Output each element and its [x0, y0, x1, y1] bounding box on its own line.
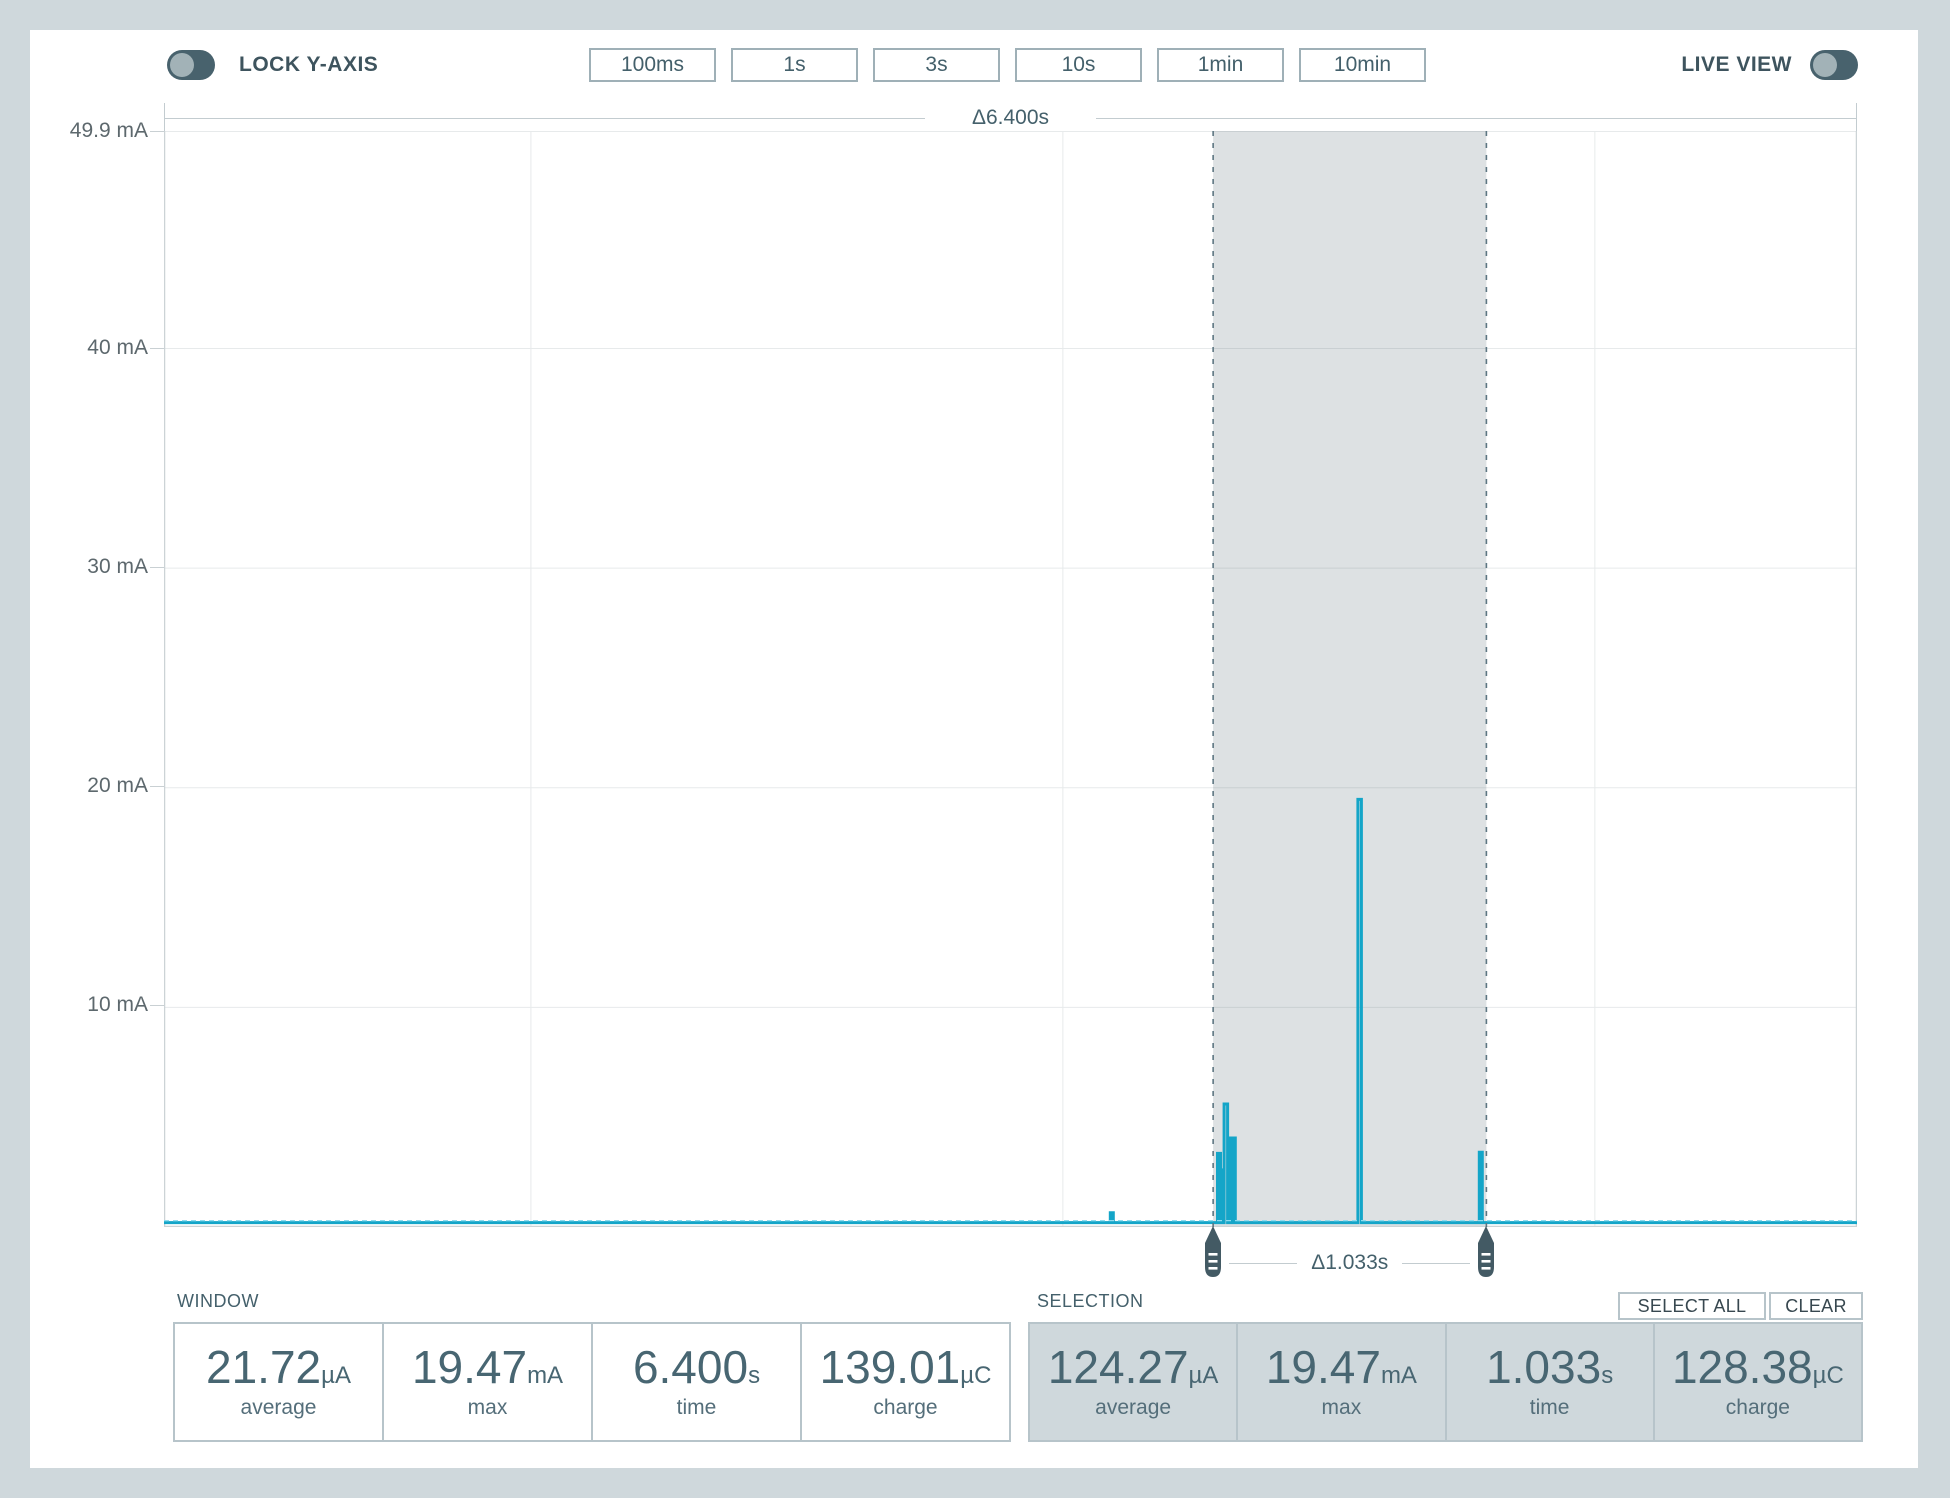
stat-value: 19.47	[411, 1341, 528, 1393]
stat-unit: µC	[1812, 1362, 1844, 1389]
stat-label: max	[467, 1396, 508, 1419]
selection-region	[1213, 131, 1487, 1227]
window-max-stat: 19.47mA max	[382, 1324, 591, 1440]
stat-unit: s	[748, 1362, 761, 1389]
stat-label: charge	[1725, 1396, 1790, 1419]
window-average-stat: 21.72µA average	[175, 1324, 382, 1440]
stat-value: 1.033	[1486, 1341, 1602, 1393]
stat-label: average	[240, 1396, 317, 1419]
stat-unit: s	[1601, 1362, 1614, 1389]
app-card: LOCK Y-AXIS 100ms 1s 3s 10s 1min 10min L…	[30, 30, 1918, 1468]
toggle-knob	[1813, 53, 1837, 77]
chart-plot-svg[interactable]	[164, 131, 1857, 1227]
delta-connector-line	[1402, 1262, 1471, 1264]
selection-stats: 124.27µA average 19.47mA max 1.033s time…	[1028, 1322, 1863, 1442]
y-axis-tick	[150, 348, 164, 349]
stat-unit: mA	[527, 1362, 564, 1389]
selection-handle-right[interactable]	[1475, 1226, 1497, 1278]
y-axis-label: 49.9 mA	[69, 119, 148, 142]
window-stats: 21.72µA average 19.47mA max 6.400s time …	[173, 1322, 1011, 1442]
bracket-right-line	[1096, 118, 1856, 119]
stat-label: average	[1095, 1396, 1172, 1419]
y-axis-tick	[150, 131, 164, 132]
window-delta-bracket: Δ6.400s	[164, 103, 1857, 133]
chart-axes	[164, 131, 1857, 1227]
live-view-control: LIVE VIEW	[1681, 50, 1858, 80]
live-view-label: LIVE VIEW	[1681, 53, 1792, 76]
y-axis-tick	[150, 786, 164, 787]
current-trace-chart[interactable]	[164, 131, 1857, 1227]
y-axis-label: 20 mA	[87, 774, 148, 797]
stat-unit: mA	[1380, 1362, 1417, 1389]
bracket-left-tick	[164, 103, 165, 133]
stat-unit: µA	[1188, 1362, 1219, 1389]
stat-label: time	[676, 1396, 717, 1419]
current-trace	[164, 797, 1857, 1225]
selection-handle-icon	[1478, 1226, 1495, 1277]
stat-value: 124.27	[1047, 1341, 1189, 1393]
timespan-button-1min[interactable]: 1min	[1157, 48, 1284, 82]
live-view-toggle[interactable]	[1810, 50, 1858, 80]
selection-handle-icon	[1205, 1226, 1222, 1277]
toggle-knob	[170, 53, 194, 77]
bracket-right-tick	[1856, 103, 1857, 133]
lock-y-axis-control: LOCK Y-AXIS	[167, 50, 378, 80]
stat-value: 139.01	[819, 1341, 961, 1393]
selection-charge-stat: 128.38µC charge	[1652, 1324, 1861, 1440]
selection-time-stat: 1.033s time	[1444, 1324, 1653, 1440]
window-delta-label: Δ6.400s	[971, 106, 1050, 129]
timespan-button-1s[interactable]: 1s	[731, 48, 858, 82]
selection-delta: Δ1.033s	[1229, 1248, 1471, 1278]
selection-delta-label: Δ1.033s	[1311, 1251, 1389, 1274]
select-all-button[interactable]: SELECT ALL	[1618, 1292, 1766, 1320]
window-charge-stat: 139.01µC charge	[800, 1324, 1009, 1440]
window-section-label: WINDOW	[177, 1291, 259, 1311]
stat-value: 6.400	[632, 1341, 749, 1393]
stat-label: time	[1529, 1396, 1570, 1419]
stat-value: 128.38	[1671, 1341, 1813, 1393]
timespan-button-10s[interactable]: 10s	[1015, 48, 1142, 82]
stat-unit: µA	[321, 1362, 351, 1389]
y-axis-label: 40 mA	[87, 336, 148, 359]
lock-y-axis-toggle[interactable]	[167, 50, 215, 80]
timespan-button-row: 100ms 1s 3s 10s 1min 10min	[589, 48, 1426, 82]
timespan-button-100ms[interactable]: 100ms	[589, 48, 716, 82]
y-axis-tick	[150, 1005, 164, 1006]
delta-connector-line	[1229, 1262, 1298, 1264]
selection-average-stat: 124.27µA average	[1030, 1324, 1236, 1440]
stat-unit: µC	[960, 1362, 992, 1389]
window-time-stat: 6.400s time	[591, 1324, 800, 1440]
y-axis-label: 30 mA	[87, 555, 148, 578]
y-axis-label: 10 mA	[87, 993, 148, 1016]
stat-value: 21.72	[206, 1341, 322, 1393]
clear-button[interactable]: CLEAR	[1769, 1292, 1863, 1320]
timespan-button-3s[interactable]: 3s	[873, 48, 1000, 82]
selection-section-label: SELECTION	[1037, 1291, 1144, 1311]
selection-max-stat: 19.47mA max	[1236, 1324, 1444, 1440]
bracket-left-line	[165, 118, 925, 119]
stat-value: 19.47	[1265, 1341, 1381, 1393]
timespan-button-10min[interactable]: 10min	[1299, 48, 1426, 82]
stat-label: max	[1321, 1396, 1362, 1419]
stat-label: charge	[873, 1396, 938, 1419]
lock-y-axis-label: LOCK Y-AXIS	[239, 53, 379, 76]
selection-handle-left[interactable]	[1202, 1226, 1224, 1278]
y-axis-tick	[150, 567, 164, 568]
